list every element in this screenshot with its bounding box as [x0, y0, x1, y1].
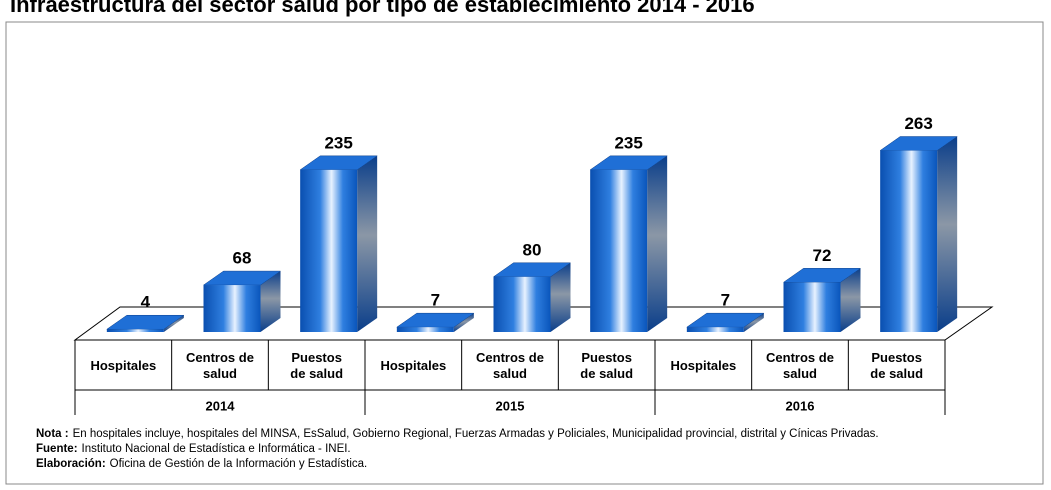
bar-side: [453, 313, 474, 332]
chart-title: Infraestructura del sector salud por tip…: [10, 0, 755, 17]
x-tick-label: Hospitales: [380, 358, 447, 373]
category-slot: Puestos de salud: [580, 350, 634, 381]
bar: [783, 282, 841, 332]
bar-side: [550, 262, 571, 332]
group-label: 2016: [786, 398, 815, 413]
data-label: 7: [721, 291, 730, 310]
x-tick-label: Puestos de salud: [870, 350, 924, 381]
x-tick-label: Hospitales: [90, 358, 157, 373]
category-slot: Hospitales: [380, 358, 447, 373]
x-tick-label: Puestos de salud: [290, 350, 344, 381]
bar: [300, 169, 358, 332]
category-slot: Centros de salud: [766, 350, 834, 381]
group-label: 2014: [206, 398, 236, 413]
bar: [396, 327, 454, 332]
bar-side: [357, 155, 378, 332]
bar-side: [260, 271, 281, 332]
bar-side: [647, 155, 668, 332]
x-tick-label: Centros de salud: [766, 350, 834, 381]
category-slot: Puestos de salud: [870, 350, 924, 381]
note-line: Fuente: Instituto Nacional de Estadística…: [36, 442, 879, 457]
x-tick-label: Puestos de salud: [580, 350, 634, 381]
data-label: 72: [813, 246, 832, 265]
x-tick-label: Centros de salud: [186, 350, 254, 381]
data-label: 263: [904, 114, 932, 133]
x-tick-label: Hospitales: [670, 358, 737, 373]
category-slot: Puestos de salud: [290, 350, 344, 381]
frame: [5, 21, 1044, 485]
data-label: 4: [141, 293, 151, 312]
bar-side: [937, 136, 958, 332]
category-slot: Hospitales: [90, 358, 157, 373]
bar-side: [743, 313, 764, 332]
note-line: Elaboración: Oficina de Gestión de la Inf…: [36, 457, 879, 472]
note-text: Oficina de Gestión de la Información y E…: [109, 458, 368, 470]
note-line: Nota : En hospitales incluye, hospitales …: [36, 427, 879, 442]
data-label: 235: [324, 133, 352, 152]
data-label: 80: [523, 240, 542, 259]
bar-top: [106, 314, 185, 330]
category-slot: Hospitales: [670, 358, 737, 373]
bar: [203, 285, 261, 332]
bar: [493, 276, 551, 332]
note-label: Fuente:: [36, 443, 78, 455]
bar-side: [163, 315, 184, 332]
bar: [686, 327, 744, 332]
note-text: Instituto Nacional de Estadística e Info…: [81, 443, 351, 455]
bar: [106, 329, 164, 332]
bar: [880, 150, 938, 332]
bar-side: [840, 268, 861, 332]
data-label: 68: [233, 249, 252, 268]
notes: Nota : En hospitales incluye, hospitales …: [36, 427, 879, 472]
category-slot: Centros de salud: [476, 350, 544, 381]
data-label: 235: [614, 133, 642, 152]
x-tick-label: Centros de salud: [476, 350, 544, 381]
bar: [590, 169, 648, 332]
category-slot: Centros de salud: [186, 350, 254, 381]
note-label: Elaboración:: [36, 458, 106, 470]
note-text: En hospitales incluye, hospitales del MI…: [72, 428, 879, 440]
group-label: 2015: [496, 398, 525, 413]
data-label: 7: [431, 291, 440, 310]
note-label: Nota :: [36, 428, 69, 440]
